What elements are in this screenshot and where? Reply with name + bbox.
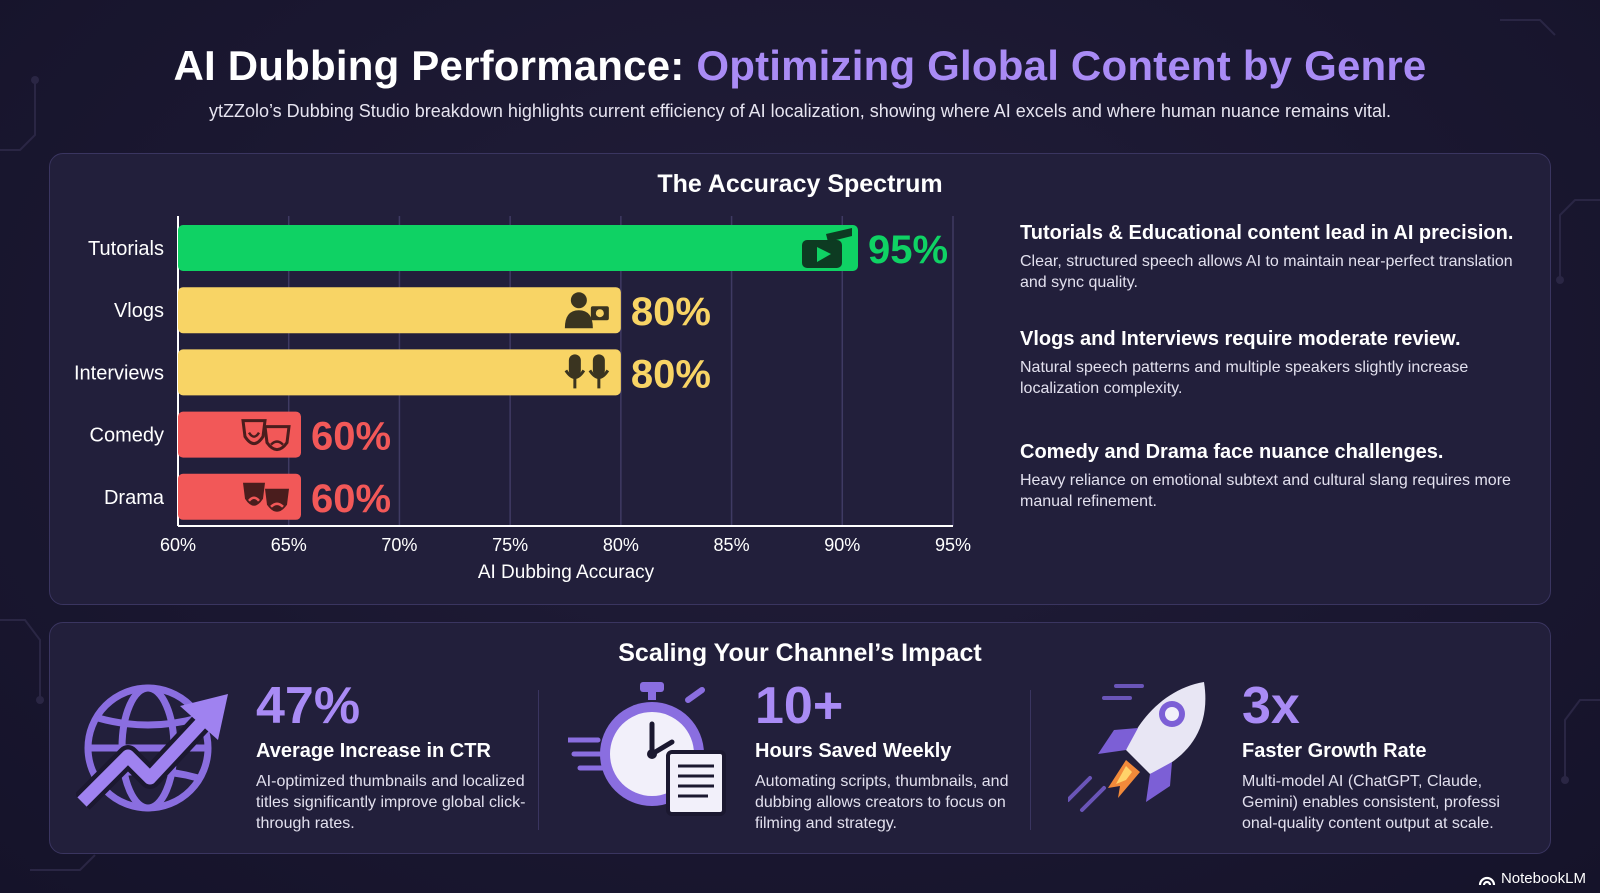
impact-panel: Scaling Your Channel’s Impact xyxy=(49,622,1551,854)
stat-label: Hours Saved Weekly xyxy=(755,740,952,762)
stat-value: 10+ xyxy=(755,677,844,735)
insight-body: Natural speech patterns and multiple spe… xyxy=(1020,359,1469,397)
vlogger-head xyxy=(570,292,587,309)
y-category-label: Tutorials xyxy=(88,238,164,260)
vlogger-body xyxy=(564,310,593,329)
y-category-label: Drama xyxy=(104,487,165,509)
insight-comedy-drama: Comedy and Drama face nuance challenges.… xyxy=(1020,441,1540,512)
insight-body: Heavy reliance on emotional subtext and … xyxy=(1020,472,1511,510)
brand-label: NotebookLM xyxy=(1500,870,1586,887)
comedy-mask xyxy=(241,419,267,446)
y-category-label: Interviews xyxy=(74,362,164,384)
accuracy-panel-title: The Accuracy Spectrum xyxy=(657,170,943,198)
mask-smile xyxy=(247,431,261,438)
x-tick-label: 70% xyxy=(381,535,417,555)
x-tick-label: 90% xyxy=(824,535,860,555)
stat-description: AI-optimized thumbnails and localized ti… xyxy=(256,773,526,832)
x-tick-label: 95% xyxy=(935,535,971,555)
stat-ctr: 47% Average Increase in CTR AI-optimized… xyxy=(256,680,536,834)
tragedy-mask xyxy=(263,425,291,452)
stat-description: Multi-model AI (ChatGPT, Claude, Gemini)… xyxy=(1242,773,1500,832)
x-tick-label: 60% xyxy=(160,535,196,555)
insight-vlogs-interviews: Vlogs and Interviews require moderate re… xyxy=(1020,328,1540,399)
microphone-holder xyxy=(588,369,610,379)
insight-heading: Vlogs and Interviews require moderate re… xyxy=(1020,328,1461,350)
stat-label: Average Increase in CTR xyxy=(256,740,491,762)
title-accent: Optimizing Global Content by Genre xyxy=(696,42,1427,89)
mask-frown xyxy=(270,440,284,446)
x-axis-label: AI Dubbing Accuracy xyxy=(478,562,655,583)
bar-tutorials xyxy=(178,225,858,271)
y-category-label: Vlogs xyxy=(114,300,164,322)
x-tick-label: 75% xyxy=(492,535,528,555)
x-tick-label: 80% xyxy=(603,535,639,555)
bar-value-label: 80% xyxy=(631,352,711,396)
play-triangle xyxy=(817,247,831,262)
bar-interviews xyxy=(178,349,621,396)
insight-body: Clear, structured speech allows AI to ma… xyxy=(1020,253,1513,291)
impact-panel-title: Scaling Your Channel’s Impact xyxy=(618,639,982,667)
bar-value-label: 95% xyxy=(868,228,948,272)
stat-description: Automating scripts, thumbnails, and dubb… xyxy=(755,773,1009,832)
mask-frown xyxy=(270,502,284,508)
rocket-icon xyxy=(1068,682,1206,812)
mask-frown xyxy=(248,496,260,502)
microphone-holder xyxy=(564,369,586,379)
title-main: AI Dubbing Performance: xyxy=(173,42,697,89)
stat-value: 3x xyxy=(1242,677,1300,735)
x-tick-label: 65% xyxy=(271,535,307,555)
notebooklm-logo-icon xyxy=(1478,876,1496,885)
globe-growth-arrow-icon xyxy=(76,684,228,812)
microphone-head xyxy=(568,354,581,377)
stopwatch-document-icon xyxy=(568,682,726,816)
camera-lens xyxy=(595,309,604,318)
stat-value: 47% xyxy=(256,677,361,735)
x-tick-label: 85% xyxy=(714,535,750,555)
stat-label: Faster Growth Rate xyxy=(1242,740,1427,762)
stat-divider xyxy=(538,690,539,830)
graduation-cap xyxy=(826,228,852,242)
stat-growth: 3x Faster Growth Rate Multi-model AI (Ch… xyxy=(1242,680,1517,834)
insight-heading: Tutorials & Educational content lead in … xyxy=(1020,222,1514,244)
y-category-label: Comedy xyxy=(90,425,164,447)
page-subtitle: ytZZolo’s Dubbing Studio breakdown highl… xyxy=(209,101,1391,121)
page-title: AI Dubbing Performance: Optimizing Globa… xyxy=(0,42,1600,90)
bar-vlogs xyxy=(178,287,621,334)
bar-value-label: 60% xyxy=(311,477,391,521)
notebooklm-brand: NotebookLM xyxy=(1478,870,1586,887)
microphone-head xyxy=(592,354,605,377)
bar-value-label: 60% xyxy=(311,415,391,459)
stat-hours: 10+ Hours Saved Weekly Automating script… xyxy=(755,680,1035,834)
bar-value-label: 80% xyxy=(631,290,711,334)
accuracy-bar-chart: 60% 65% 70% 75% 80% 85% 90% 95%AI Dubbing Accur… xyxy=(74,216,971,583)
stat-divider xyxy=(1030,690,1031,830)
insight-heading: Comedy and Drama face nuance challenges. xyxy=(1020,441,1444,463)
insight-tutorials: Tutorials & Educational content lead in … xyxy=(1020,222,1540,293)
